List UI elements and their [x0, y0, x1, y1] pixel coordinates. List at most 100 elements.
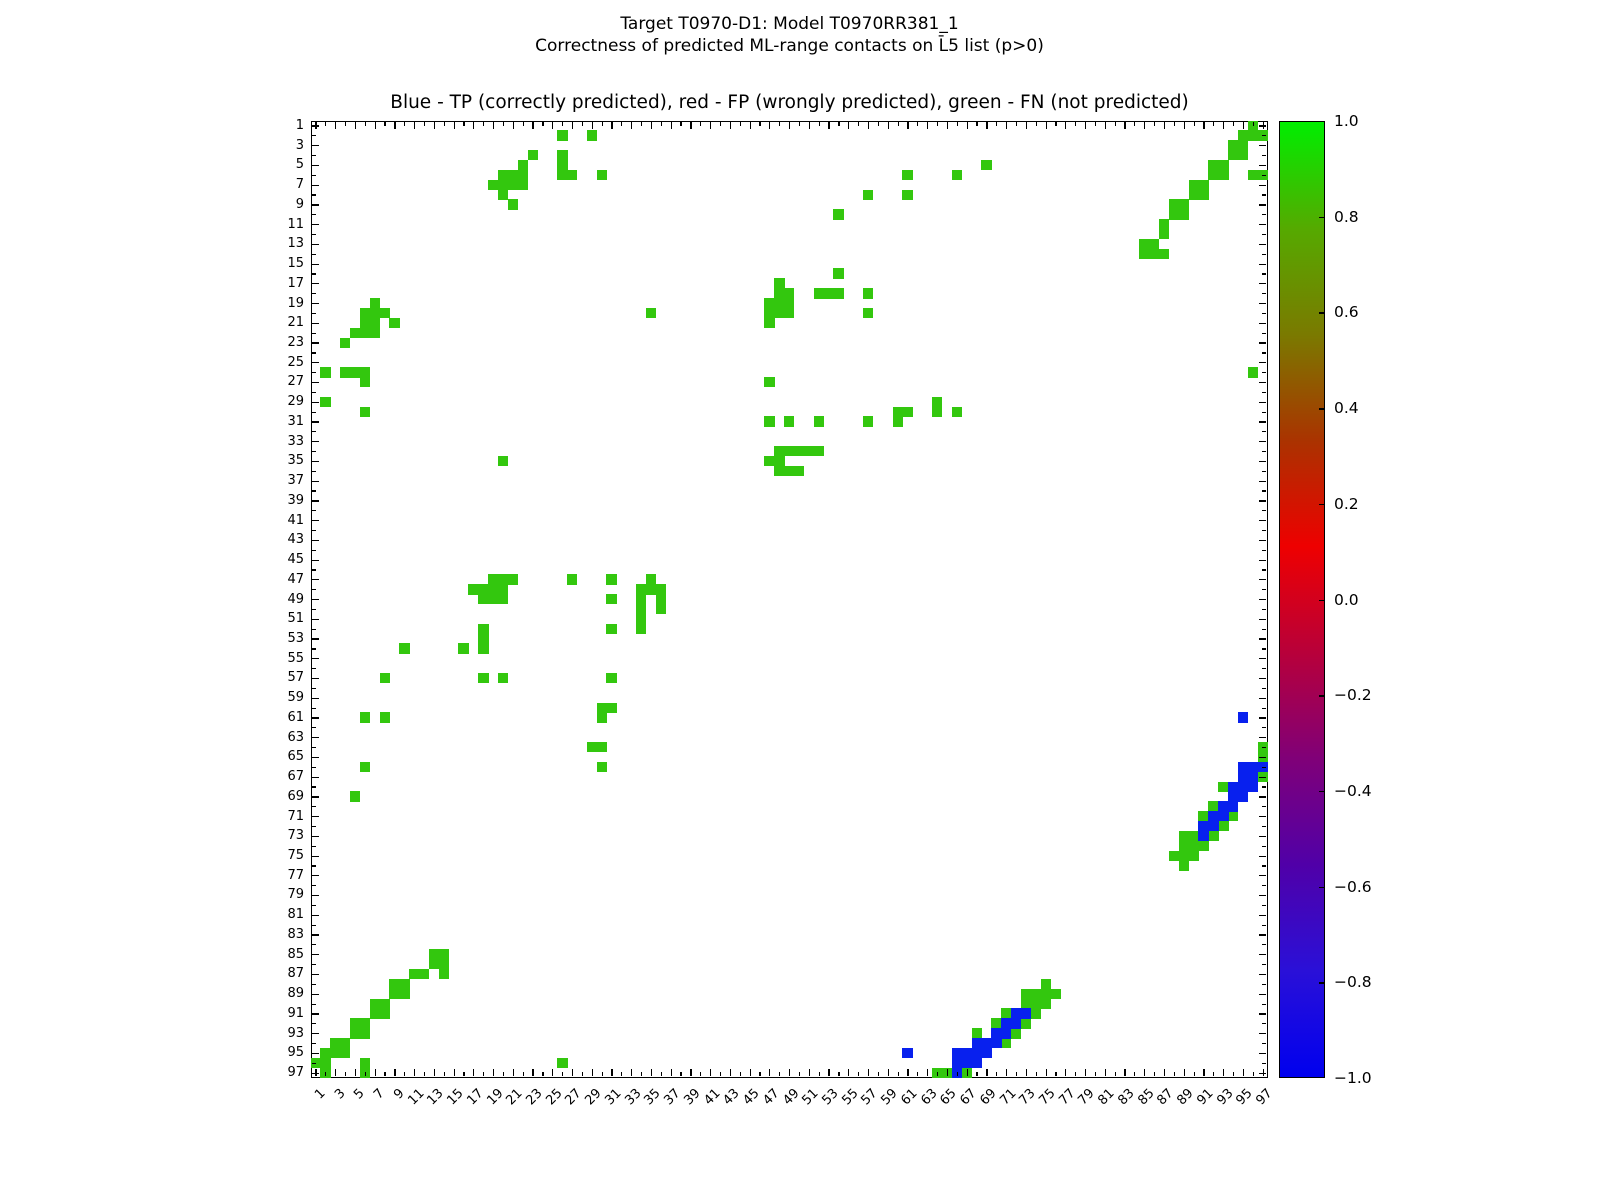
fn-contact-cell: [517, 179, 529, 191]
axis-tick: [1144, 122, 1146, 129]
fn-contact-cell: [497, 179, 509, 191]
y-tick-label: 69: [287, 788, 304, 804]
axis-tick: [631, 1069, 633, 1076]
axis-tick: [562, 122, 564, 126]
axis-tick: [312, 332, 316, 334]
colorbar-tick-label: 1.0: [1334, 112, 1359, 130]
axis-tick: [1262, 1069, 1264, 1076]
axis-tick: [986, 122, 988, 129]
fn-contact-cell: [1178, 199, 1190, 210]
axis-tick: [719, 1072, 722, 1076]
fn-contact-cell: [349, 1028, 361, 1039]
fn-contact-cell: [586, 130, 598, 141]
axis-tick: [1213, 122, 1215, 126]
axis-tick: [1259, 145, 1266, 147]
axis-tick: [312, 539, 319, 541]
fn-contact-cell: [1010, 1028, 1022, 1039]
axis-tick: [312, 944, 316, 946]
y-tick-label: 79: [287, 887, 304, 903]
colorbar-tick-label: 0.4: [1334, 399, 1359, 418]
axis-tick: [1232, 1072, 1235, 1076]
axis-tick: [1259, 243, 1266, 245]
axis-tick: [1259, 164, 1266, 167]
axis-tick: [453, 122, 455, 129]
axis-tick: [769, 122, 771, 129]
fn-contact-cell: [1228, 811, 1239, 822]
fn-contact-cell: [1218, 159, 1229, 171]
y-tick-label: 77: [287, 867, 304, 883]
axis-tick: [798, 122, 801, 126]
fn-contact-cell: [1247, 367, 1259, 378]
axis-tick: [312, 589, 316, 591]
axis-tick: [394, 1069, 396, 1076]
axis-tick: [1259, 638, 1266, 640]
tp-contact-cell: [1010, 1018, 1022, 1029]
fn-contact-cell: [359, 1018, 371, 1029]
axis-tick: [858, 122, 860, 126]
fn-contact-cell: [764, 416, 775, 427]
axis-tick: [1084, 1069, 1087, 1076]
fn-contact-cell: [1158, 219, 1170, 230]
tp-contact-cell: [1208, 811, 1219, 822]
fn-contact-cell: [1188, 850, 1199, 861]
axis-tick: [1262, 510, 1266, 512]
axis-tick: [414, 1069, 416, 1076]
axis-tick: [710, 1069, 712, 1076]
axis-tick: [1259, 1013, 1266, 1015]
axis-tick: [1262, 490, 1266, 492]
tp-contact-cell: [1247, 781, 1259, 792]
axis-tick: [1252, 122, 1254, 126]
axis-tick: [838, 122, 840, 126]
axis-tick: [312, 658, 319, 660]
fn-contact-cell: [557, 169, 568, 181]
fn-contact-cell: [1040, 978, 1051, 990]
axis-tick: [887, 1069, 889, 1076]
y-tick-label: 55: [287, 650, 304, 666]
axis-tick: [312, 164, 319, 167]
axis-tick: [315, 1069, 317, 1076]
fn-contact-cell: [1237, 150, 1249, 161]
fn-contact-cell: [517, 159, 529, 171]
axis-tick: [312, 184, 319, 186]
fn-contact-cell: [438, 959, 450, 970]
axis-tick: [443, 122, 445, 126]
axis-tick: [1045, 1069, 1047, 1076]
fn-contact-cell: [833, 209, 844, 220]
axis-tick: [1259, 1033, 1266, 1035]
axis-tick: [312, 312, 316, 315]
axis-tick: [1262, 904, 1266, 907]
axis-tick: [641, 1072, 643, 1076]
tp-contact-cell: [1001, 1028, 1012, 1039]
y-tick-label: 3: [295, 137, 304, 153]
axis-tick: [1232, 122, 1235, 126]
axis-tick: [312, 1013, 319, 1015]
tp-contact-cell: [1237, 781, 1249, 792]
axis-tick: [571, 122, 574, 129]
axis-tick: [312, 500, 319, 502]
fn-contact-cell: [419, 968, 430, 980]
axis-tick: [1259, 737, 1266, 739]
colorbar-tick-label: −0.8: [1334, 973, 1372, 992]
fn-contact-cell: [1001, 1008, 1012, 1019]
axis-tick: [779, 1072, 781, 1076]
axis-tick: [312, 155, 316, 157]
axis-tick: [335, 1069, 337, 1076]
axis-tick: [312, 756, 319, 759]
axis-tick: [312, 727, 316, 729]
y-tick-label: 13: [287, 236, 304, 252]
axis-tick: [502, 1072, 505, 1076]
axis-tick: [312, 480, 319, 482]
axis-tick: [1259, 875, 1266, 877]
axis-tick: [1262, 944, 1266, 946]
axis-tick: [312, 273, 316, 275]
axis-tick: [1124, 122, 1126, 129]
axis-tick: [1262, 746, 1266, 749]
fn-contact-cell: [655, 603, 667, 615]
y-tick-label: 73: [287, 828, 304, 844]
axis-tick: [433, 1069, 435, 1076]
axis-tick: [1262, 293, 1266, 295]
axis-tick: [739, 1072, 741, 1076]
axis-tick: [312, 885, 316, 887]
fn-contact-cell: [567, 169, 578, 181]
fn-contact-cell: [497, 584, 509, 595]
